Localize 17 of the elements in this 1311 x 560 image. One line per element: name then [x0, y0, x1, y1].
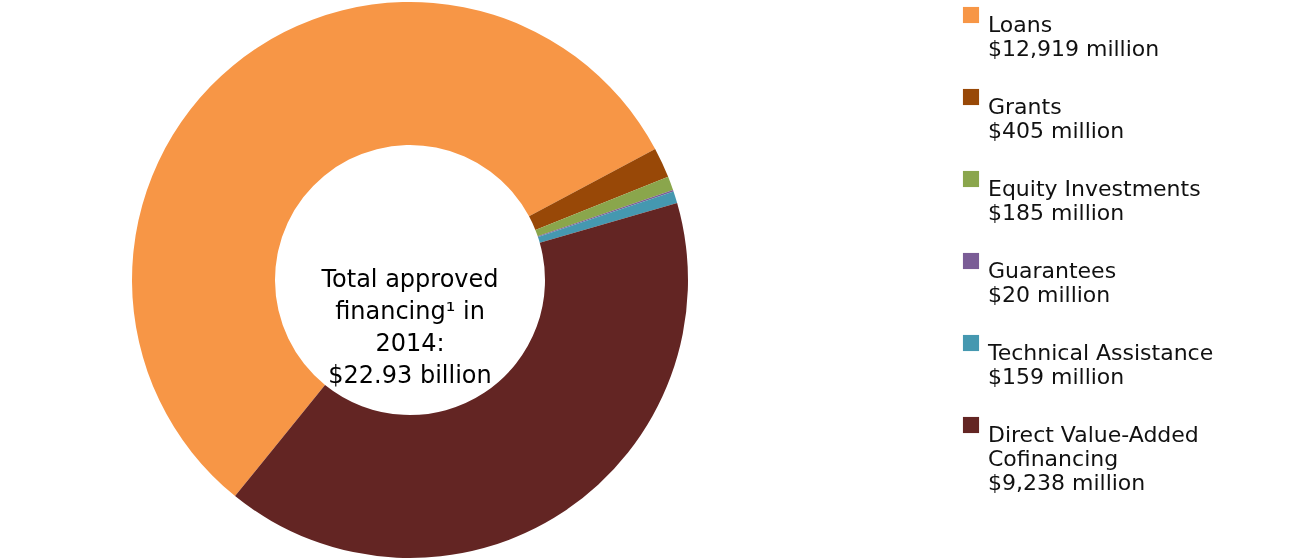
data-label: $20 million	[988, 282, 1111, 307]
donut-slice	[529, 148, 669, 230]
data-label: $12,919 million	[988, 36, 1160, 61]
donut-slice	[235, 203, 688, 558]
legend-label: Direct Value-Added Cofinancing	[988, 422, 1199, 471]
data-label: $9,238 million	[988, 470, 1146, 495]
legend-label: Grants	[988, 94, 1062, 119]
text: Total approved financing¹ in 2014: $22.93 billion	[320, 265, 499, 389]
data-label: $159 million	[988, 364, 1125, 389]
legend-label: Loans	[988, 12, 1053, 37]
legend-label: Technical Assistance	[987, 340, 1214, 365]
data-label: $405 million	[988, 118, 1125, 143]
data-label: $185 million	[988, 200, 1125, 225]
donut-slice	[132, 2, 656, 497]
donut-slice	[535, 176, 674, 237]
legend-label: Equity Investments	[988, 176, 1201, 201]
legend-label: Guarantees	[988, 258, 1117, 283]
